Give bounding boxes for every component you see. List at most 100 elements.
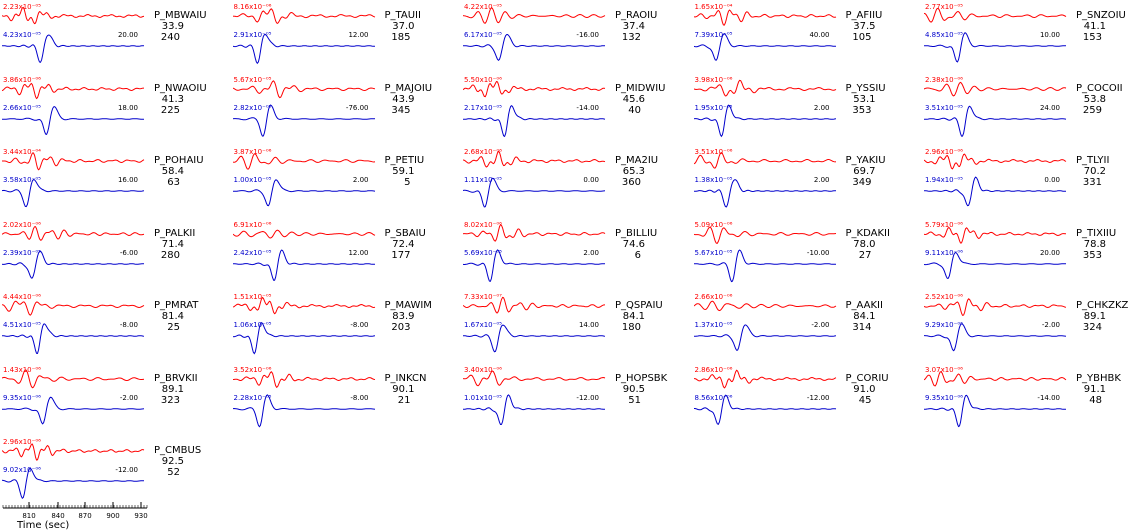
waveform-plot <box>924 298 1067 352</box>
synthetic-amplitude: 1.11x10⁻⁰⁵ <box>464 176 502 184</box>
observed-amplitude: 5.09x10⁻⁰⁶ <box>694 220 733 229</box>
azimuth-value: 331 <box>1082 177 1102 188</box>
waveform-plot <box>2 368 145 425</box>
observed-amplitude: 5.67x10⁻⁰⁵ <box>233 75 272 84</box>
time-shift: -12.00 <box>115 466 138 474</box>
distance-value: 65.3 <box>622 166 645 177</box>
synthetic-trace <box>924 105 1067 137</box>
station-name: P_SNZOIU <box>1076 10 1126 21</box>
synthetic-amplitude: 9.11x10⁻⁰⁶ <box>925 248 963 257</box>
azimuth-value: 314 <box>852 322 872 333</box>
station-name: P_MA2IU <box>615 155 659 166</box>
time-shift: -6.00 <box>119 248 138 257</box>
observed-trace <box>463 369 606 386</box>
observed-trace <box>232 370 375 388</box>
synthetic-amplitude: 4.85x10⁻⁰⁵ <box>925 31 963 39</box>
observed-amplitude: 3.51x10⁻⁰⁶ <box>694 148 733 156</box>
observed-amplitude: 3.87x10⁻⁰⁶ <box>233 148 272 156</box>
station-name: P_TLYII <box>1076 155 1110 166</box>
azimuth-value: 324 <box>1082 322 1102 333</box>
synthetic-trace <box>2 467 144 499</box>
synthetic-amplitude: 4.23x10⁻⁰⁵ <box>3 31 41 39</box>
station-name: P_SBAIU <box>384 227 426 239</box>
station-name: P_BRVKII <box>154 372 198 384</box>
station-panel: 3.87x10⁻⁰⁶ 1.00x10⁻⁰⁵ 2.00 P_PETIU 59.1 5 <box>232 148 461 223</box>
time-shift: 2.00 <box>352 176 369 184</box>
observed-trace <box>924 81 1067 96</box>
station-panel: 5.67x10⁻⁰⁵ 2.82x10⁻⁰⁵ -76.00 P_MAJOIU 43.9 34… <box>232 75 461 151</box>
synthetic-trace <box>232 33 375 65</box>
synthetic-trace <box>693 324 836 351</box>
axis-tick-label: 840 <box>51 512 64 520</box>
observed-amplitude: 3.40x10⁻⁰⁶ <box>464 365 502 374</box>
azimuth-value: 177 <box>391 249 411 261</box>
time-shift: -76.00 <box>345 103 369 112</box>
synthetic-trace <box>2 396 145 425</box>
axis-tick-label: 900 <box>106 512 119 520</box>
azimuth-value: 45 <box>858 394 872 406</box>
station-name: P_BILLIU <box>615 227 658 239</box>
observed-amplitude: 2.02x10⁻⁰⁶ <box>3 220 41 229</box>
station-panel: 2.23x10⁻⁰⁵ 4.23x10⁻⁰⁵ 20.00 P_MBWAIU 33.9 240 <box>2 3 230 78</box>
distance-value: 72.4 <box>392 238 415 250</box>
observed-trace <box>463 80 606 97</box>
observed-amplitude: 5.50x10⁻⁰⁶ <box>464 75 502 84</box>
synthetic-trace <box>232 103 375 137</box>
synthetic-trace <box>232 321 375 355</box>
synthetic-amplitude: 1.94x10⁻⁰⁵ <box>925 176 963 184</box>
azimuth-value: 225 <box>160 104 180 116</box>
distance-value: 91.1 <box>1083 383 1106 395</box>
synthetic-trace <box>232 248 375 281</box>
synthetic-amplitude: 9.35x10⁻⁰⁶ <box>3 393 41 402</box>
station-panel: 2.68x10⁻⁰⁶ 1.11x10⁻⁰⁵ 0.00 P_MA2IU 65.3 360 <box>463 148 691 223</box>
waveform-plot <box>2 443 145 499</box>
observed-amplitude: 7.33x10⁻⁰⁷ <box>464 293 502 301</box>
distance-value: 41.1 <box>1083 21 1106 32</box>
axis-tick-label: 810 <box>22 512 35 520</box>
synthetic-trace <box>232 179 375 207</box>
azimuth-value: 323 <box>160 394 180 406</box>
waveform-plot <box>232 8 375 65</box>
observed-amplitude: 3.98x10⁻⁰⁶ <box>694 75 733 84</box>
time-shift: 14.00 <box>578 321 599 329</box>
observed-trace <box>924 153 1067 170</box>
observed-trace <box>924 7 1067 23</box>
waveform-plot <box>232 153 375 207</box>
time-shift: 12.00 <box>348 248 369 257</box>
time-shift: 2.00 <box>813 176 830 184</box>
observed-trace <box>2 82 144 99</box>
time-shift: 18.00 <box>117 103 138 112</box>
synthetic-amplitude: 1.38x10⁻⁰⁵ <box>694 176 733 184</box>
station-panel: 2.52x10⁻⁰⁶ 9.29x10⁻⁰⁶ -2.00 P_CHKZKZ 89.1 324 <box>924 293 1132 368</box>
station-name: P_YAKIU <box>845 155 886 166</box>
station-name: P_CHKZKZ <box>1076 300 1129 311</box>
station-name: P_COCOII <box>1076 82 1123 94</box>
station-panel: 7.33x10⁻⁰⁷ 1.67x10⁻⁰⁵ 14.00 P_QSPAIU 84.1 180 <box>463 293 691 368</box>
station-panel: 1.51x10⁻⁰⁵ 1.06x10⁻⁰⁵ -8.00 P_MAWIM 83.9 203 <box>232 293 461 368</box>
station-name: P_PALKII <box>154 227 196 239</box>
distance-value: 37.0 <box>392 21 415 32</box>
observed-trace <box>232 8 375 25</box>
azimuth-value: 345 <box>391 104 411 116</box>
distance-value: 59.1 <box>392 166 415 177</box>
distance-value: 90.1 <box>392 383 415 395</box>
station-panel: 3.44x10⁻⁰⁴ 3.58x10⁻⁰⁵ 16.00 P_POHAIU 58.4 63 <box>2 148 230 223</box>
observed-trace <box>463 151 606 168</box>
time-shift: -2.00 <box>119 393 138 402</box>
time-shift: -14.00 <box>1037 393 1060 402</box>
observed-amplitude: 4.44x10⁻⁰⁶ <box>3 293 41 301</box>
station-panel: 8.16x10⁻⁰⁶ 2.91x10⁻⁰⁵ 12.00 P_TAUII 37.0 185 <box>232 3 461 78</box>
waveform-plot <box>693 79 836 137</box>
time-shift: -12.00 <box>576 393 599 402</box>
azimuth-value: 5 <box>404 177 411 188</box>
synthetic-trace <box>924 176 1067 207</box>
time-shift: 20.00 <box>1039 248 1060 257</box>
azimuth-value: 51 <box>628 394 641 406</box>
station-name: P_AAKII <box>845 300 883 311</box>
time-shift: -8.00 <box>350 393 369 402</box>
synthetic-trace <box>924 32 1067 63</box>
observed-trace <box>924 226 1066 244</box>
station-name: P_CMBUS <box>154 445 202 456</box>
synthetic-amplitude: 2.66x10⁻⁰⁵ <box>3 103 41 112</box>
waveform-plot <box>2 225 145 279</box>
